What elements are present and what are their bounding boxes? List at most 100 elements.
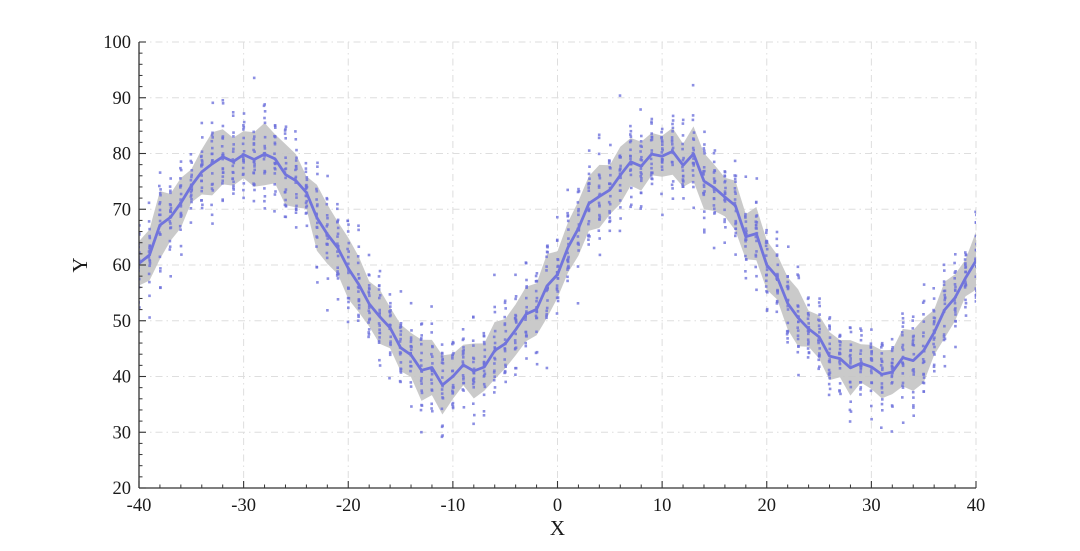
scatter-point (942, 289, 946, 293)
scatter-point (628, 140, 632, 144)
scatter-point (682, 197, 685, 200)
scatter-point (618, 183, 622, 187)
scatter-point (597, 201, 601, 205)
scatter-point (723, 220, 726, 224)
scatter-point (870, 350, 873, 354)
std-band-area (139, 122, 976, 415)
scatter-point (838, 351, 841, 355)
scatter-point (639, 158, 642, 161)
scatter-point (148, 227, 151, 231)
scatter-point (870, 359, 874, 362)
scatter-point (692, 157, 695, 160)
scatter-point (147, 220, 151, 223)
scatter-point (890, 361, 894, 365)
scatter-point (744, 227, 748, 230)
scatter-point (661, 140, 664, 144)
scatter-point (284, 198, 287, 202)
scatter-point (482, 393, 486, 397)
scatter-point (629, 135, 633, 138)
scatter-point (964, 253, 968, 257)
scatter-point (818, 352, 821, 355)
scatter-point (629, 148, 632, 152)
scatter-point (587, 149, 591, 152)
scatter-point (629, 168, 633, 171)
scatter-point (942, 263, 946, 267)
scatter-point (964, 263, 967, 267)
scatter-point (670, 138, 674, 142)
scatter-point (869, 345, 873, 348)
scatter-point (273, 183, 276, 186)
scatter-point (828, 358, 831, 361)
scatter-point (253, 150, 256, 153)
scatter-point (608, 209, 611, 213)
scatter-point (607, 159, 611, 162)
scatter-point (734, 221, 738, 224)
scatter-point (682, 156, 685, 160)
scatter-point (744, 175, 748, 178)
scatter-point (911, 315, 915, 318)
scatter-point (545, 269, 548, 272)
scatter-point (546, 299, 549, 302)
scatter-point (566, 188, 569, 192)
scatter-point (964, 314, 968, 317)
scatter-point (210, 152, 214, 156)
scatter-point (911, 340, 915, 343)
scatter-point (911, 390, 915, 394)
scatter-point (377, 275, 381, 278)
scatter-point (849, 326, 852, 330)
scatter-point (284, 156, 287, 159)
scatter-point (597, 152, 601, 156)
scatter-point (744, 220, 748, 223)
scatter-point (619, 189, 622, 192)
scatter-point (504, 363, 507, 367)
scatter-point (441, 434, 444, 437)
scatter-point (210, 133, 214, 137)
scatter-point (639, 174, 642, 178)
scatter-point (838, 335, 841, 338)
scatter-point (169, 226, 173, 229)
scatter-point (503, 299, 507, 303)
scatter-point (786, 286, 790, 290)
scatter-point (712, 177, 716, 180)
scatter-point (639, 191, 643, 195)
scatter-point (525, 305, 528, 309)
scatter-point (241, 166, 245, 170)
scatter-point (932, 322, 936, 326)
scatter-point (462, 356, 465, 359)
scatter-point (231, 150, 235, 153)
scatter-point (577, 187, 580, 191)
scatter-point (942, 333, 946, 336)
scatter-point (336, 272, 339, 275)
scatter-point (189, 159, 193, 163)
scatter-point (168, 239, 172, 243)
scatter-point (232, 184, 235, 187)
scatter-point (921, 358, 925, 361)
scatter-point (891, 346, 894, 349)
scatter-point (660, 151, 664, 154)
scatter-point (211, 146, 214, 150)
scatter-point (901, 321, 905, 324)
scatter-point (378, 296, 381, 300)
scatter-point (765, 307, 769, 311)
scatter-point (901, 372, 905, 375)
scatter-point (493, 362, 496, 365)
scatter-point (598, 205, 601, 208)
scatter-point (797, 373, 800, 377)
scatter-point (221, 157, 224, 161)
scatter-point (691, 114, 695, 117)
scatter-point (954, 345, 957, 349)
scatter-point (660, 139, 664, 142)
scatter-point (430, 331, 433, 334)
scatter-point (431, 355, 434, 358)
scatter-point (263, 207, 267, 210)
scatter-point (367, 286, 371, 290)
scatter-point (692, 185, 695, 189)
scatter-point (274, 126, 277, 129)
scatter-point (253, 188, 256, 192)
scatter-point (398, 326, 402, 329)
scatter-point (378, 269, 382, 273)
scatter-point (640, 145, 643, 148)
scatter-point (169, 206, 173, 210)
scatter-point (629, 155, 632, 158)
scatter-point (325, 202, 329, 206)
